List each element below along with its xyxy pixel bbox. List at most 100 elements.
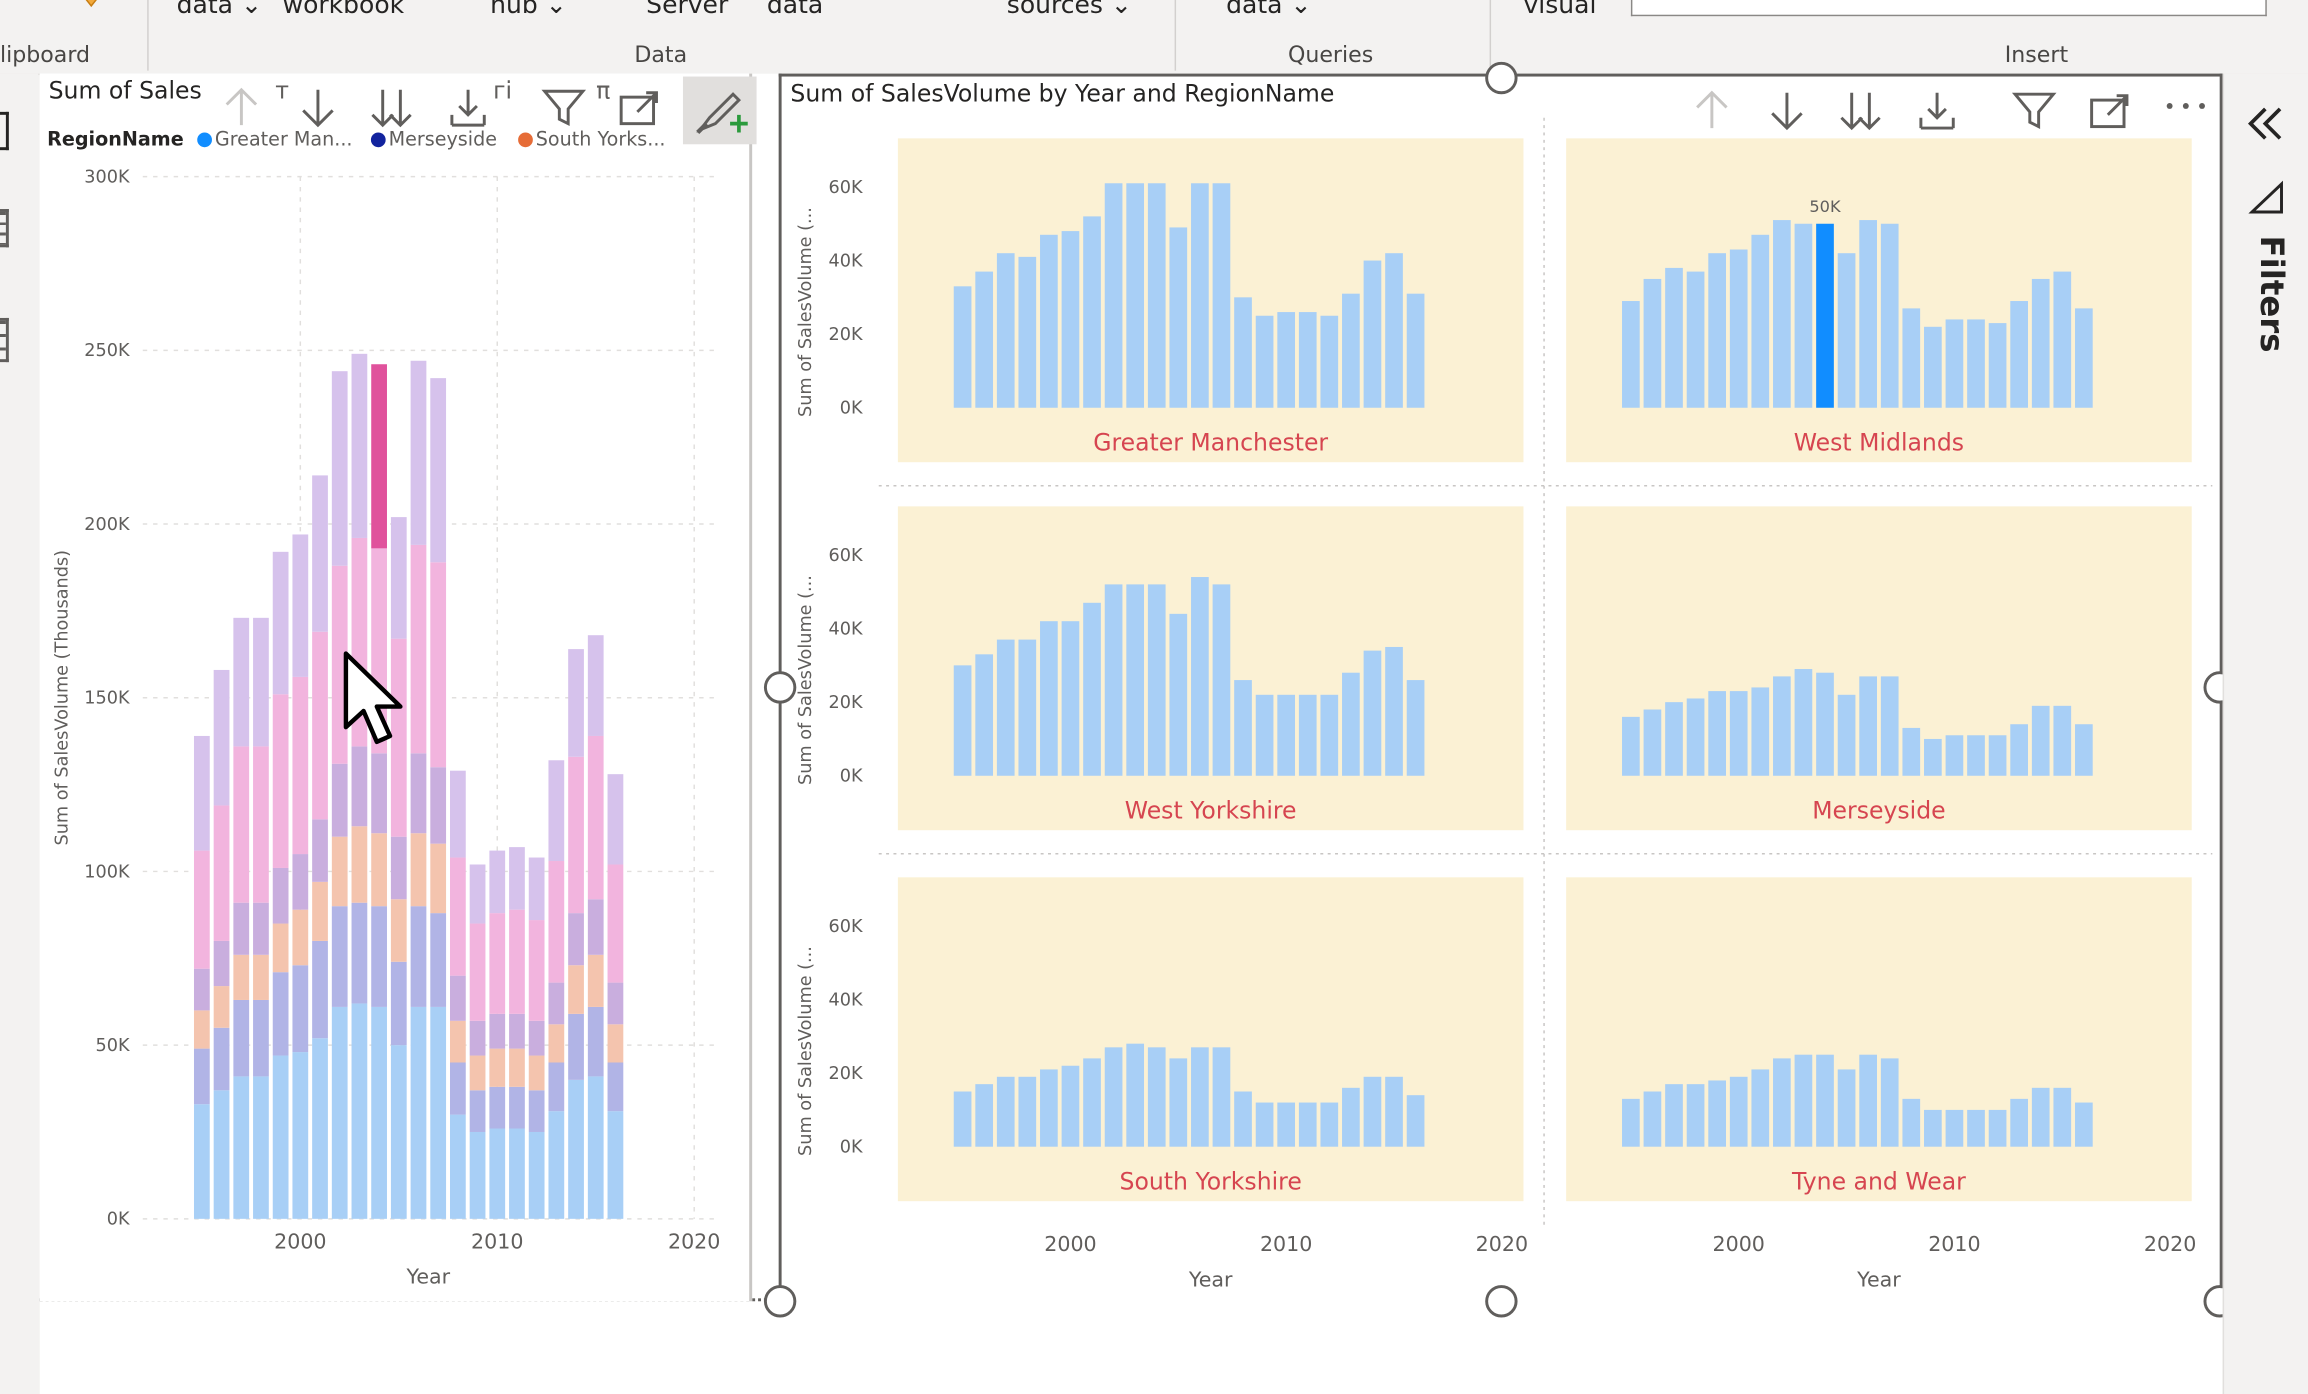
focus-mode-icon[interactable] [617, 88, 661, 129]
bar [1342, 672, 1360, 776]
stacked-column-visual[interactable]: Sum of Sales т гі π RegionName Greater M… [39, 73, 757, 1302]
bar [1385, 646, 1403, 776]
bar [1880, 676, 1899, 776]
bar-segment [213, 669, 230, 806]
legend-item[interactable]: Merseyside [370, 130, 497, 152]
bar-segment [587, 1006, 604, 1077]
y-tick-label: 200K [84, 515, 130, 535]
drill-up-icon[interactable] [219, 85, 263, 129]
filters-pane-collapsed[interactable]: Filters [2222, 73, 2308, 1394]
legend-item[interactable]: South Yorks... [518, 130, 666, 152]
ribbon-item[interactable]: Server [646, 0, 729, 21]
x-tick-label: 2000 [274, 1229, 326, 1253]
bar [953, 1091, 972, 1147]
drill-up-icon[interactable] [1690, 88, 1734, 132]
bar-segment [331, 371, 348, 566]
bar-segment [449, 1114, 466, 1219]
ribbon-item[interactable]: hub ⌄ [490, 0, 567, 21]
format-painter-icon[interactable] [682, 76, 757, 145]
bar [1212, 1047, 1231, 1147]
resize-handle[interactable] [763, 671, 797, 704]
bar [1643, 278, 1662, 408]
drill-down-icon[interactable] [296, 85, 340, 129]
bar [1708, 691, 1726, 776]
bar-segment [469, 923, 486, 1021]
bar-segment [193, 850, 210, 969]
more-options-icon[interactable] [2162, 97, 2209, 115]
bar-segment [528, 1055, 545, 1091]
bar-segment [371, 364, 387, 549]
y-tick-label: 100K [84, 862, 130, 882]
bar [1363, 650, 1382, 776]
bar-segment [528, 1090, 545, 1132]
bar-segment [213, 940, 230, 987]
filter-icon[interactable] [2011, 88, 2058, 132]
bar [1191, 1047, 1209, 1147]
ribbon-group-queries: Queries [1287, 41, 1374, 68]
title-fragment: π [596, 76, 611, 105]
data-view-icon[interactable] [0, 209, 9, 248]
ribbon-item[interactable]: data ⌄ [176, 0, 262, 21]
ribbon-item[interactable]: workbook [282, 0, 405, 21]
ribbon-item[interactable]: sources ⌄ [1006, 0, 1132, 21]
bar-segment [213, 986, 230, 1028]
bar-segment [193, 735, 210, 851]
panel-background [1566, 877, 2192, 1202]
bar-segment [371, 906, 387, 1007]
bar-segment [528, 857, 545, 921]
ribbon-item[interactable]: visual [1523, 0, 1597, 21]
bar-segment [568, 1013, 584, 1080]
y-axis-title: Sum of SalesVolume (... [796, 575, 816, 785]
bar-segment [449, 1062, 466, 1115]
bar-segment [390, 836, 407, 900]
bar [1967, 735, 1985, 776]
bar [1967, 319, 1985, 408]
resize-handle[interactable] [1485, 1285, 1518, 1318]
ribbon-search-box[interactable] [1630, 0, 2267, 17]
bar [1837, 253, 1856, 408]
y-tick-label: 0K [840, 767, 863, 787]
bar-segment [410, 753, 427, 834]
bar [1298, 1102, 1317, 1147]
report-view-icon[interactable] [0, 111, 9, 151]
stacked-column-chart[interactable]: 0K 50K 100K 150K 200K 250K 300K 2000 2010 2020 Yea… [40, 74, 749, 1302]
go-to-next-level-icon[interactable] [369, 85, 413, 129]
bar-segment [351, 353, 368, 538]
resize-handle[interactable] [1485, 61, 1518, 95]
expand-next-level-icon[interactable] [446, 85, 490, 129]
bar [1126, 584, 1145, 776]
home-button-icon[interactable] [77, 0, 106, 18]
filter-icon[interactable] [540, 85, 587, 129]
bar-segment [193, 968, 210, 1011]
bar [2075, 1102, 2093, 1147]
bar-segment [587, 735, 604, 900]
resize-handle[interactable] [763, 1285, 797, 1318]
expand-next-level-icon[interactable] [1915, 88, 1959, 132]
ribbon-item[interactable]: data [766, 0, 824, 21]
small-multiples-visual[interactable]: Sum of SalesVolume by Year and RegionNam… [778, 73, 2223, 1305]
bar [1859, 676, 1877, 776]
expand-pane-icon[interactable] [2245, 103, 2286, 144]
legend-item[interactable]: Greater Man... [197, 130, 353, 152]
bar [2075, 308, 2093, 408]
ribbon-item[interactable]: data ⌄ [1226, 0, 1312, 21]
bar [1622, 716, 1640, 776]
bar [1988, 1109, 2007, 1147]
small-multiples-chart[interactable]: Greater Manchester 0K 20K 40K 60K Sum of Sale… [782, 77, 2220, 1305]
bar-segment [430, 1006, 447, 1219]
bar-segment [390, 1045, 407, 1219]
bar-segment [351, 746, 368, 827]
focus-mode-icon[interactable] [2087, 91, 2131, 132]
x-axis-title: Year [1188, 1268, 1233, 1292]
bar [1924, 1109, 1942, 1147]
model-view-icon[interactable] [0, 317, 9, 363]
bar-segment [312, 631, 328, 820]
drill-down-icon[interactable] [1765, 88, 1809, 132]
bar [1320, 315, 1339, 408]
go-to-next-level-icon[interactable] [1838, 88, 1882, 132]
x-axis-title: Year [406, 1265, 451, 1289]
bar [1665, 267, 1683, 408]
x-tick-label: 2020 [668, 1229, 720, 1253]
bar [1708, 253, 1726, 408]
bar [1945, 319, 1964, 408]
